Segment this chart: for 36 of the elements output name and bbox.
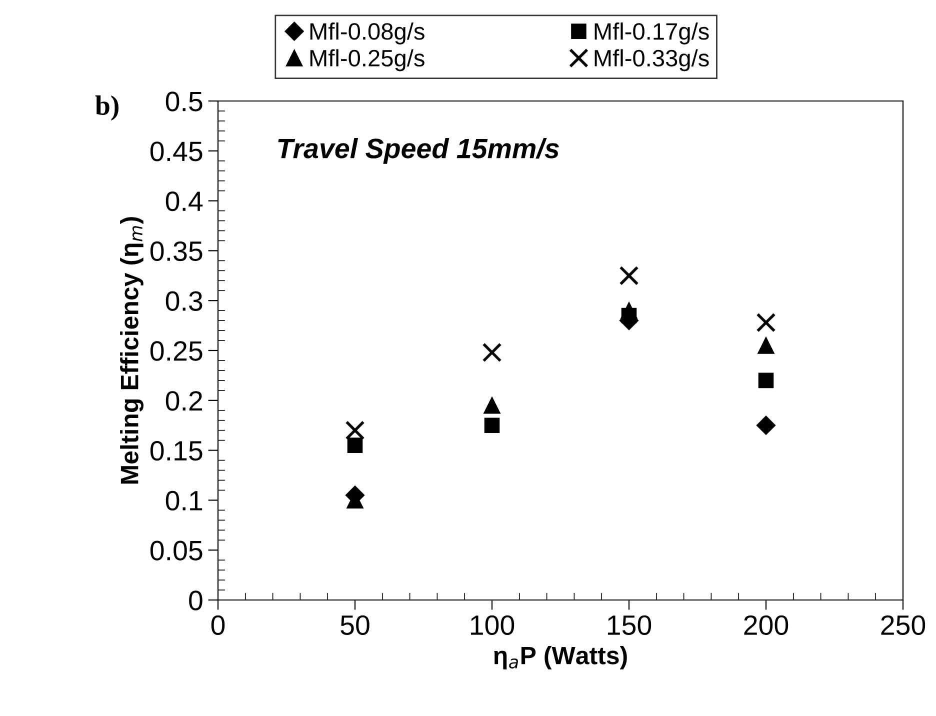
point <box>758 372 774 388</box>
y-tick-label: 0.1 <box>166 490 202 511</box>
legend-label: Mfl-0.33g/s <box>594 49 709 72</box>
point <box>758 337 774 354</box>
point <box>347 438 363 453</box>
y-tick-label: 0.15 <box>150 440 202 461</box>
point <box>345 420 365 440</box>
legend-label: Mfl-0.08g/s <box>310 22 424 44</box>
legend-label: Mfl-0.25g/s <box>310 49 424 72</box>
x-tick-label: 0 <box>211 615 225 635</box>
point <box>621 308 637 324</box>
point <box>619 266 639 286</box>
y-axis-title: Melting Efficiency (η$_{m}$) <box>120 217 144 484</box>
x-tick-label: 50 <box>340 615 370 635</box>
point <box>756 312 776 332</box>
y-tick-label: 0.45 <box>150 142 202 162</box>
x-tick-label: 100 <box>470 615 514 635</box>
y-tick-label: 0.35 <box>150 241 202 262</box>
legend-label: Mfl-0.17g/s <box>594 22 709 44</box>
point <box>484 418 500 433</box>
point <box>482 342 502 362</box>
x-tick-label: 200 <box>744 615 788 635</box>
y-tick-label: 0.5 <box>166 92 202 112</box>
x-tick-label: 250 <box>881 615 926 635</box>
text: b) <box>95 95 118 121</box>
y-tick-label: 0.4 <box>166 191 203 212</box>
point <box>484 397 500 414</box>
point <box>756 416 776 435</box>
y-tick-label: 0.3 <box>166 291 202 311</box>
y-tick-label: 0 <box>189 590 202 610</box>
x-axis-title: η$_{a}$P (Watts) <box>494 646 627 670</box>
annotation: Travel Speed 15mm/s <box>278 138 559 164</box>
y-tick-label: 0.2 <box>166 391 202 411</box>
y-tick-label: 0.25 <box>150 341 202 361</box>
y-tick-label: 0.05 <box>150 540 202 560</box>
x-tick-label: 150 <box>608 615 652 635</box>
